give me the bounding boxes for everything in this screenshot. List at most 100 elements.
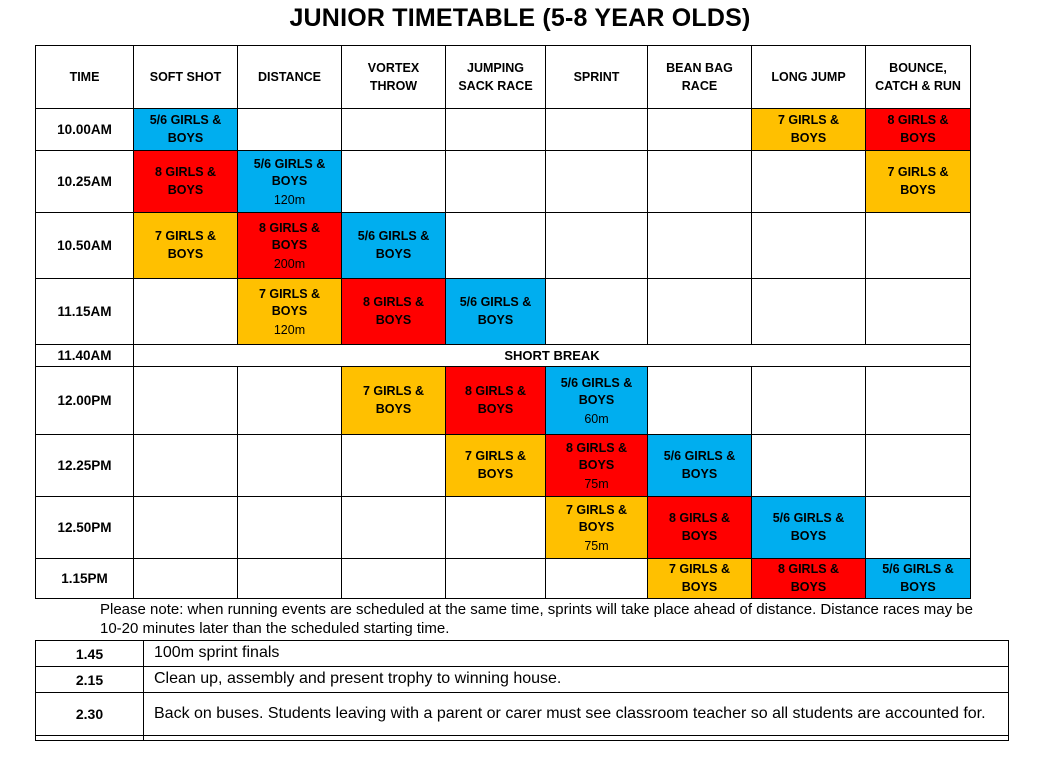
- event-group-label: 5/6 GIRLS & BOYS: [253, 156, 326, 189]
- empty-cell: [865, 496, 971, 559]
- time-cell: 12.25PM: [35, 434, 134, 497]
- afternoon-description-cell: Clean up, assembly and present trophy to…: [143, 666, 1009, 693]
- event-cell: 7 GIRLS & BOYS 75m: [545, 496, 648, 559]
- event-distance-note: 60m: [584, 411, 609, 426]
- empty-cell: [133, 434, 238, 497]
- event-group-label: 5/6 GIRLS & BOYS: [357, 229, 430, 261]
- event-group-label: 7 GIRLS & BOYS: [362, 384, 425, 416]
- timetable-row: 1.15PM 7 GIRLS & BOYS 8 GIRLS & BOYS 5/6 GI…: [35, 558, 971, 599]
- event-group-label: 5/6 GIRLS & BOYS: [663, 449, 736, 481]
- event-distance-note: 75m: [584, 538, 609, 553]
- column-header: VORTEX THROW: [341, 45, 446, 109]
- empty-cell: [445, 558, 546, 599]
- event-group-label: 5/6 GIRLS & BOYS: [882, 562, 954, 594]
- event-group-label: 7 GIRLS & BOYS: [777, 113, 840, 145]
- event-cell: 5/6 GIRLS & BOYS: [133, 108, 238, 151]
- event-cell: 8 GIRLS & BOYS: [341, 278, 446, 345]
- time-cell: 11.15AM: [35, 278, 134, 345]
- afternoon-time-cell: 2.30: [35, 692, 144, 736]
- column-header: JUMPING SACK RACE: [445, 45, 546, 109]
- empty-cell: [751, 278, 866, 345]
- timetable-row: 11.40AM SHORT BREAK: [35, 344, 971, 367]
- event-group-label: 8 GIRLS & BOYS: [887, 113, 949, 145]
- event-group-label: 8 GIRLS & BOYS: [154, 165, 217, 197]
- event-cell: 8 GIRLS & BOYS: [751, 558, 866, 599]
- afternoon-time-cell: 1.45: [35, 640, 144, 667]
- time-cell: 10.00AM: [35, 108, 134, 151]
- empty-cell: [545, 558, 648, 599]
- empty-cell: [545, 108, 648, 151]
- empty-cell: [445, 108, 546, 151]
- afternoon-description-cell: Back on buses. Students leaving with a p…: [143, 692, 1009, 736]
- event-group-label: 7 GIRLS & BOYS: [154, 229, 217, 261]
- empty-cell: [865, 278, 971, 345]
- event-group-label: 7 GIRLS & BOYS: [464, 449, 527, 481]
- empty-cell: [865, 212, 971, 279]
- empty-cell: [751, 366, 866, 435]
- afternoon-row: 2.30 Back on buses. Students leaving with…: [35, 692, 1009, 736]
- event-cell: 5/6 GIRLS & BOYS: [865, 558, 971, 599]
- empty-cell: [647, 150, 752, 213]
- empty-cell: [445, 212, 546, 279]
- empty-cell: [237, 434, 342, 497]
- afternoon-description-cell: 100m sprint finals: [143, 640, 1009, 667]
- empty-cell: [751, 434, 866, 497]
- empty-cell: [341, 434, 446, 497]
- junior-timetable: TIME SOFT SHOT DISTANCE VORTEX THROW JUMPING…: [35, 45, 971, 599]
- short-break-cell: SHORT BREAK: [133, 344, 971, 367]
- empty-cell: [647, 366, 752, 435]
- empty-cell: [133, 558, 238, 599]
- timetable-row: 12.25PM 7 GIRLS & BOYS 8 GIRLS & BOYS 75m 5/…: [35, 434, 971, 497]
- event-group-label: 8 GIRLS & BOYS: [565, 440, 628, 473]
- empty-cell: [237, 496, 342, 559]
- time-cell: 11.40AM: [35, 344, 134, 367]
- empty-cell: [751, 150, 866, 213]
- event-distance-note: 120m: [273, 322, 306, 337]
- partial-empty-row: [35, 735, 1009, 741]
- timetable-body: 10.00AM 5/6 GIRLS & BOYS 7 GIRLS & BOYS 8 G…: [35, 108, 971, 599]
- empty-cell: [237, 108, 342, 151]
- event-distance-note: 120m: [273, 192, 306, 207]
- empty-cell: [237, 558, 342, 599]
- event-group-label: 7 GIRLS & BOYS: [258, 286, 321, 319]
- event-cell: 7 GIRLS & BOYS 120m: [237, 278, 342, 345]
- event-group-label: 8 GIRLS & BOYS: [668, 511, 731, 543]
- timetable-row: 11.15AM 7 GIRLS & BOYS 120m 8 GIRLS & BOYS 5…: [35, 278, 971, 345]
- empty-cell: [865, 366, 971, 435]
- timetable-row: 12.50PM 7 GIRLS & BOYS 75m 8 GIRLS & BOYS 5/…: [35, 496, 971, 559]
- event-cell: 7 GIRLS & BOYS: [445, 434, 546, 497]
- empty-cell: [341, 558, 446, 599]
- timetable-header-row: TIME SOFT SHOT DISTANCE VORTEX THROW JUMPING…: [35, 45, 971, 109]
- event-cell: 5/6 GIRLS & BOYS 60m: [545, 366, 648, 435]
- time-cell: 12.00PM: [35, 366, 134, 435]
- empty-cell: [341, 496, 446, 559]
- event-cell: 7 GIRLS & BOYS: [865, 150, 971, 213]
- event-group-label: 8 GIRLS & BOYS: [362, 295, 425, 327]
- time-cell: 10.50AM: [35, 212, 134, 279]
- column-header: BEAN BAG RACE: [647, 45, 752, 109]
- event-cell: 8 GIRLS & BOYS: [647, 496, 752, 559]
- column-header: SOFT SHOT: [133, 45, 238, 109]
- empty-cell: [133, 278, 238, 345]
- empty-cell: [647, 212, 752, 279]
- timetable-row: 12.00PM 7 GIRLS & BOYS 8 GIRLS & BOYS 5/6 G…: [35, 366, 971, 435]
- event-group-label: 5/6 GIRLS & BOYS: [149, 113, 222, 145]
- event-cell: 8 GIRLS & BOYS 200m: [237, 212, 342, 279]
- time-cell: 12.50PM: [35, 496, 134, 559]
- page-title: JUNIOR TIMETABLE (5-8 YEAR OLDS): [289, 4, 751, 32]
- empty-cell: [647, 108, 752, 151]
- event-cell: 7 GIRLS & BOYS: [133, 212, 238, 279]
- event-cell: 7 GIRLS & BOYS: [647, 558, 752, 599]
- event-cell: 7 GIRLS & BOYS: [341, 366, 446, 435]
- empty-cell: [545, 278, 648, 345]
- empty-cell: [647, 278, 752, 345]
- event-distance-note: 200m: [273, 256, 306, 271]
- afternoon-row: 1.45 100m sprint finals: [35, 640, 1009, 667]
- empty-cell: [445, 150, 546, 213]
- event-group-label: 7 GIRLS & BOYS: [668, 562, 731, 594]
- event-group-label: 5/6 GIRLS & BOYS: [459, 295, 532, 327]
- empty-cell: [237, 366, 342, 435]
- event-cell: 8 GIRLS & BOYS 75m: [545, 434, 648, 497]
- time-cell: 1.15PM: [35, 558, 134, 599]
- event-cell: 7 GIRLS & BOYS: [751, 108, 866, 151]
